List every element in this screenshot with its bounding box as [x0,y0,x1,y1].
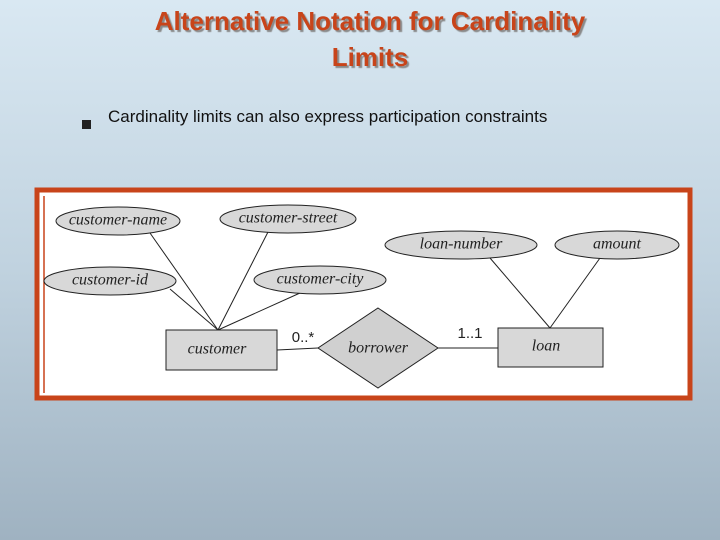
cardinality: 0..* [292,329,315,346]
bullet-text: Cardinality limits can also express part… [108,107,548,126]
bullet-marker: n [82,120,91,129]
entity-label: customer [188,341,247,358]
bullet: n Cardinality limits can also express par… [82,107,547,129]
attribute [219,204,357,234]
attribute [43,266,177,296]
entity [165,329,278,371]
slide-title: Limits [331,42,409,72]
cardinality: 1..1 [457,325,482,342]
attribute [55,206,181,236]
attribute [253,265,387,295]
attribute-label: customer-id [72,272,149,289]
attribute [554,230,680,260]
relationship-label: borrower [348,340,409,357]
attribute-label: loan-number [420,236,503,253]
entity [497,327,604,368]
attribute [384,230,538,260]
attribute-label: customer-city [277,271,365,288]
connectors [149,231,601,351]
slide-title: Alternative Notation for Cardinality [154,6,586,36]
entity-label: loan [532,338,560,355]
attribute-label: customer-name [69,212,167,229]
attribute-label: amount [593,236,642,253]
attribute-label: customer-street [239,210,338,227]
relationship [317,307,439,389]
